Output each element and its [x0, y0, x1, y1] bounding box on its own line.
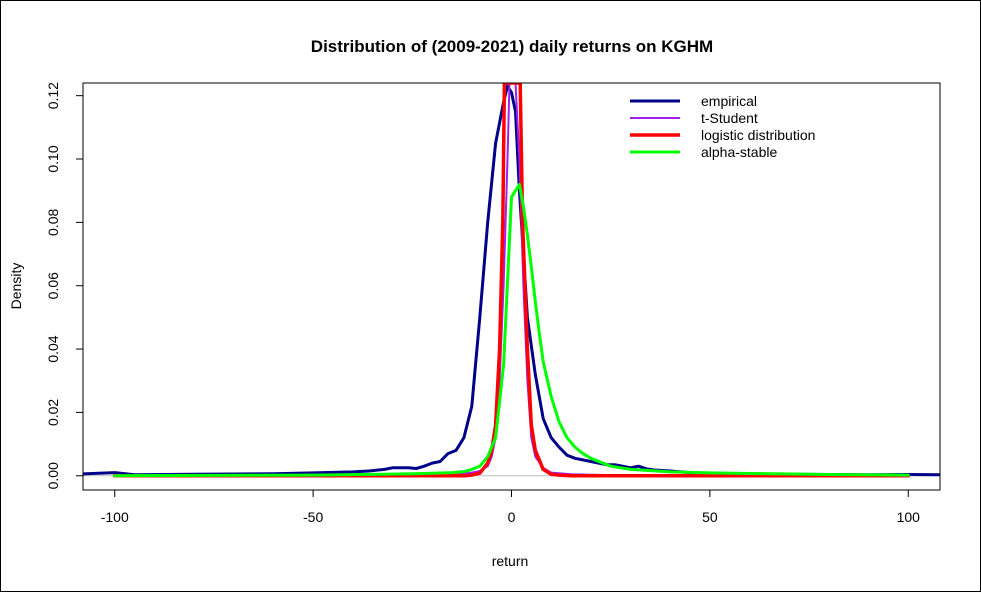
x-axis-label: return [492, 553, 529, 569]
y-tick-label: 0.12 [45, 82, 61, 109]
y-tick-label: 0.00 [45, 462, 61, 489]
x-tick-label: -50 [303, 509, 323, 525]
series-line-alpha-stable [113, 182, 910, 478]
x-tick-label: 100 [897, 509, 921, 525]
y-axis-label: Density [8, 263, 24, 310]
y-tick-label: 0.06 [45, 272, 61, 299]
y-tick-label: 0.04 [45, 335, 61, 362]
legend-label: logistic distribution [701, 127, 815, 143]
legend-label: t-Student [701, 110, 758, 126]
series-line-t-student [113, 83, 910, 477]
y-tick-label: 0.10 [45, 145, 61, 172]
legend-label: alpha-stable [701, 144, 777, 160]
x-tick-label: 0 [508, 509, 516, 525]
x-tick-label: 50 [702, 509, 718, 525]
chart-title: Distribution of (2009-2021) daily return… [311, 37, 713, 56]
series-line-empirical [83, 84, 940, 477]
series-line-logistic-distribution [112, 83, 911, 478]
plot-box [82, 82, 941, 491]
y-tick-label: 0.08 [45, 209, 61, 236]
y-tick-label: 0.02 [45, 399, 61, 426]
legend-label: empirical [701, 93, 757, 109]
x-tick-label: -100 [101, 509, 129, 525]
